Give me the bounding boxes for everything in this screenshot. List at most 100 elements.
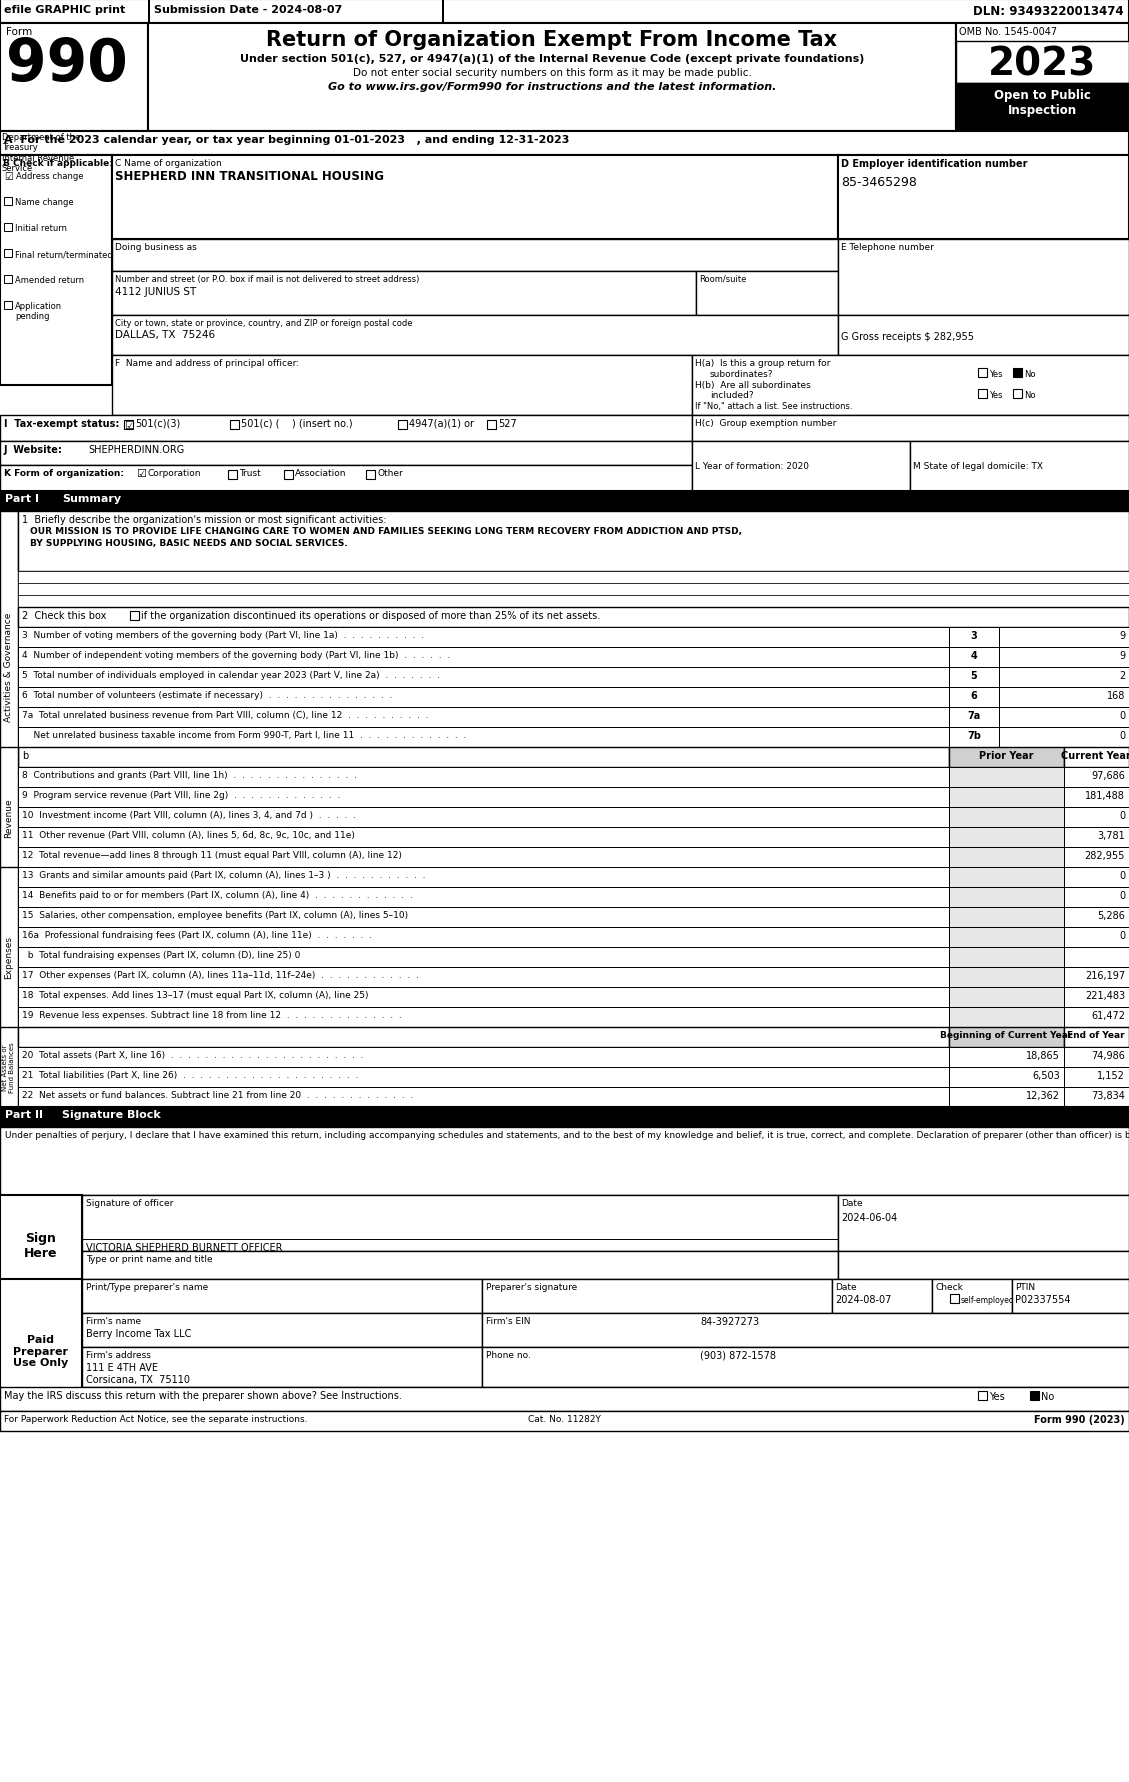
Bar xyxy=(0,1386,1129,1411)
Text: 0: 0 xyxy=(1119,871,1124,880)
Bar xyxy=(482,1279,832,1313)
Bar xyxy=(999,647,1129,668)
Bar xyxy=(18,1087,949,1107)
Text: 3,781: 3,781 xyxy=(1097,830,1124,841)
Bar xyxy=(1064,868,1129,887)
Text: 1,152: 1,152 xyxy=(1097,1071,1124,1080)
Bar xyxy=(18,668,949,688)
Text: BY SUPPLYING HOUSING, BASIC NEEDS AND SOCIAL SERVICES.: BY SUPPLYING HOUSING, BASIC NEEDS AND SO… xyxy=(30,538,348,547)
Bar xyxy=(1064,1028,1129,1048)
Text: Summary: Summary xyxy=(62,494,121,504)
Bar xyxy=(949,907,1064,927)
Text: City or town, state or province, country, and ZIP or foreign postal code: City or town, state or province, country… xyxy=(115,319,412,328)
Text: 4112 JUNIUS ST: 4112 JUNIUS ST xyxy=(115,287,196,298)
Text: 74,986: 74,986 xyxy=(1091,1050,1124,1060)
Text: Other: Other xyxy=(377,469,403,478)
Text: Room/suite: Room/suite xyxy=(699,274,746,283)
Text: 15  Salaries, other compensation, employee benefits (Part IX, column (A), lines : 15 Salaries, other compensation, employe… xyxy=(21,911,408,920)
Text: Corsicana, TX  75110: Corsicana, TX 75110 xyxy=(86,1374,190,1385)
Text: 5  Total number of individuals employed in calendar year 2023 (Part V, line 2a) : 5 Total number of individuals employed i… xyxy=(21,670,440,679)
Bar xyxy=(18,887,949,907)
Text: 181,488: 181,488 xyxy=(1085,791,1124,800)
Text: 4  Number of independent voting members of the governing body (Part VI, line 1b): 4 Number of independent voting members o… xyxy=(21,650,450,659)
Text: 3: 3 xyxy=(971,631,978,642)
Text: 85-3465298: 85-3465298 xyxy=(841,176,917,189)
Text: No: No xyxy=(1041,1392,1054,1401)
Text: Department of the
Treasury
Internal Revenue
Service: Department of the Treasury Internal Reve… xyxy=(2,134,80,173)
Text: E Telephone number: E Telephone number xyxy=(841,242,934,251)
Text: Yes: Yes xyxy=(989,371,1003,380)
Text: Under penalties of perjury, I declare that I have examined this return, includin: Under penalties of perjury, I declare th… xyxy=(5,1130,1129,1139)
Bar xyxy=(999,707,1129,727)
Bar xyxy=(1030,1392,1039,1401)
Bar xyxy=(1064,948,1129,968)
Text: DALLAS, TX  75246: DALLAS, TX 75246 xyxy=(115,330,216,340)
Bar xyxy=(112,273,695,315)
Text: 14  Benefits paid to or for members (Part IX, column (A), line 4)  .  .  .  .  .: 14 Benefits paid to or for members (Part… xyxy=(21,891,413,900)
Text: Corporation: Corporation xyxy=(147,469,201,478)
Text: b: b xyxy=(21,750,28,761)
Bar xyxy=(949,868,1064,887)
Text: H(a)  Is this a group return for: H(a) Is this a group return for xyxy=(695,358,830,367)
Bar xyxy=(0,155,112,385)
Bar xyxy=(18,1028,949,1048)
Bar xyxy=(482,1313,1129,1347)
Bar xyxy=(949,948,1064,968)
Text: Firm's EIN: Firm's EIN xyxy=(485,1317,531,1326)
Bar xyxy=(18,647,949,668)
Text: 2024-08-07: 2024-08-07 xyxy=(835,1294,892,1304)
Text: Amended return: Amended return xyxy=(15,276,85,285)
Bar xyxy=(956,23,1129,132)
Bar xyxy=(441,0,444,23)
Bar xyxy=(949,688,999,707)
Text: H(c)  Group exemption number: H(c) Group exemption number xyxy=(695,419,837,428)
Text: Date: Date xyxy=(835,1283,857,1292)
Text: Trust: Trust xyxy=(239,469,261,478)
Text: 16a  Professional fundraising fees (Part IX, column (A), line 11e)  .  .  .  .  : 16a Professional fundraising fees (Part … xyxy=(21,930,373,939)
Bar xyxy=(18,907,949,927)
Bar xyxy=(695,273,838,315)
Bar xyxy=(82,1347,482,1386)
Text: 282,955: 282,955 xyxy=(1085,850,1124,861)
Text: 8  Contributions and grants (Part VIII, line 1h)  .  .  .  .  .  .  .  .  .  .  : 8 Contributions and grants (Part VIII, l… xyxy=(21,770,357,779)
Bar xyxy=(999,668,1129,688)
Text: P02337554: P02337554 xyxy=(1015,1294,1070,1304)
Text: Return of Organization Exempt From Income Tax: Return of Organization Exempt From Incom… xyxy=(266,30,838,50)
Bar xyxy=(482,1347,1129,1386)
Text: Name change: Name change xyxy=(15,198,73,207)
Bar xyxy=(18,927,949,948)
Bar xyxy=(1064,887,1129,907)
Text: 7a  Total unrelated business revenue from Part VIII, column (C), line 12  .  .  : 7a Total unrelated business revenue from… xyxy=(21,711,429,720)
Bar xyxy=(978,390,987,399)
Text: End of Year: End of Year xyxy=(1067,1030,1124,1039)
Bar xyxy=(18,807,949,827)
Bar xyxy=(692,442,910,492)
Bar xyxy=(18,627,949,647)
Text: Do not enter social security numbers on this form as it may be made public.: Do not enter social security numbers on … xyxy=(352,68,752,78)
Text: No: No xyxy=(1024,390,1035,399)
Text: Type or print name and title: Type or print name and title xyxy=(86,1255,212,1263)
Text: 22  Net assets or fund balances. Subtract line 21 from line 20  .  .  .  .  .  .: 22 Net assets or fund balances. Subtract… xyxy=(21,1091,413,1099)
Text: Net unrelated business taxable income from Form 990-T, Part I, line 11  .  .  . : Net unrelated business taxable income fr… xyxy=(21,731,466,740)
Text: Go to www.irs.gov/Form990 for instructions and the latest information.: Go to www.irs.gov/Form990 for instructio… xyxy=(327,82,777,93)
Text: PTIN: PTIN xyxy=(1015,1283,1035,1292)
Bar xyxy=(112,241,838,273)
Text: Prior Year: Prior Year xyxy=(979,750,1033,761)
Text: Yes: Yes xyxy=(989,390,1003,399)
Text: Form: Form xyxy=(6,27,33,37)
Bar xyxy=(978,369,987,378)
Text: Submission Date - 2024-08-07: Submission Date - 2024-08-07 xyxy=(154,5,342,14)
Bar xyxy=(999,688,1129,707)
Text: M State of legal domicile: TX: M State of legal domicile: TX xyxy=(913,462,1043,470)
Text: 18,865: 18,865 xyxy=(1026,1050,1060,1060)
Bar xyxy=(18,1067,949,1087)
Text: 20  Total assets (Part X, line 16)  .  .  .  .  .  .  .  .  .  .  .  .  .  .  . : 20 Total assets (Part X, line 16) . . . … xyxy=(21,1050,364,1060)
Bar xyxy=(0,748,18,887)
Bar xyxy=(838,315,1129,356)
Bar xyxy=(112,315,838,356)
Text: ☑: ☑ xyxy=(5,171,12,182)
Text: ☑: ☑ xyxy=(124,421,134,431)
Text: Doing business as: Doing business as xyxy=(115,242,196,251)
Text: 9  Program service revenue (Part VIII, line 2g)  .  .  .  .  .  .  .  .  .  .  .: 9 Program service revenue (Part VIII, li… xyxy=(21,791,340,800)
Bar xyxy=(5,276,12,283)
